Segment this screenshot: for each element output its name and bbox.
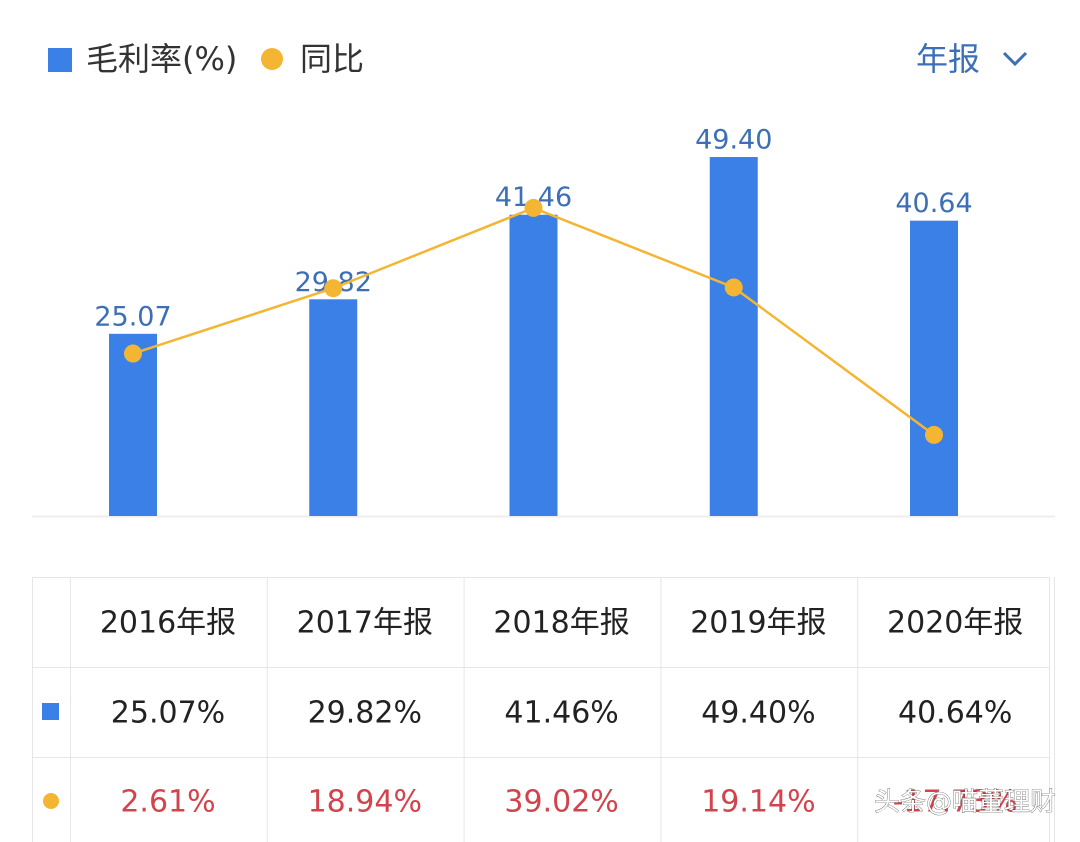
table-header: 2016年报 [100, 606, 236, 641]
table-cell: 2.61% [120, 785, 215, 820]
bar-label: 40.64 [895, 188, 972, 219]
table-cell: 40.64% [898, 696, 1012, 731]
line-point [524, 198, 543, 217]
row-icon [42, 703, 59, 720]
legend-label: 同比 [300, 40, 364, 78]
legend-label: 毛利率(%) [86, 40, 237, 78]
bar [709, 157, 758, 516]
table-header: 2018年报 [493, 606, 629, 641]
table-cell: 18.94% [308, 785, 422, 820]
bar [910, 220, 958, 516]
bar-label: 25.07 [94, 301, 171, 332]
table-cell: 39.02% [504, 785, 618, 820]
legend-swatch [261, 48, 283, 70]
chevron[interactable] [1002, 51, 1028, 67]
table-cell: 25.07% [111, 696, 225, 731]
table-header: 2019年报 [690, 606, 826, 641]
bar [509, 214, 558, 516]
legend-swatch [48, 48, 72, 72]
table-cell: -17.73% [893, 785, 1018, 820]
line-point [324, 279, 343, 298]
bar [109, 333, 157, 516]
line-point [724, 278, 743, 297]
table-cell: 49.40% [701, 696, 815, 731]
period-dropdown[interactable]: 年报 [916, 40, 1028, 78]
table-header: 2020年报 [887, 606, 1023, 641]
watermark: 头条@喵董理财 [874, 788, 1056, 818]
table-cell: 41.46% [504, 696, 618, 731]
row-icon [43, 793, 59, 809]
table-cell: 29.82% [308, 696, 422, 731]
bar-label: 49.40 [695, 125, 772, 156]
line-point [925, 425, 943, 444]
table-header: 2017年报 [297, 606, 433, 641]
table-border [32, 577, 1050, 842]
table-cell: 19.14% [701, 785, 815, 820]
period-label[interactable]: 年报 [916, 40, 980, 78]
bar [309, 299, 358, 516]
line-point [124, 344, 142, 363]
